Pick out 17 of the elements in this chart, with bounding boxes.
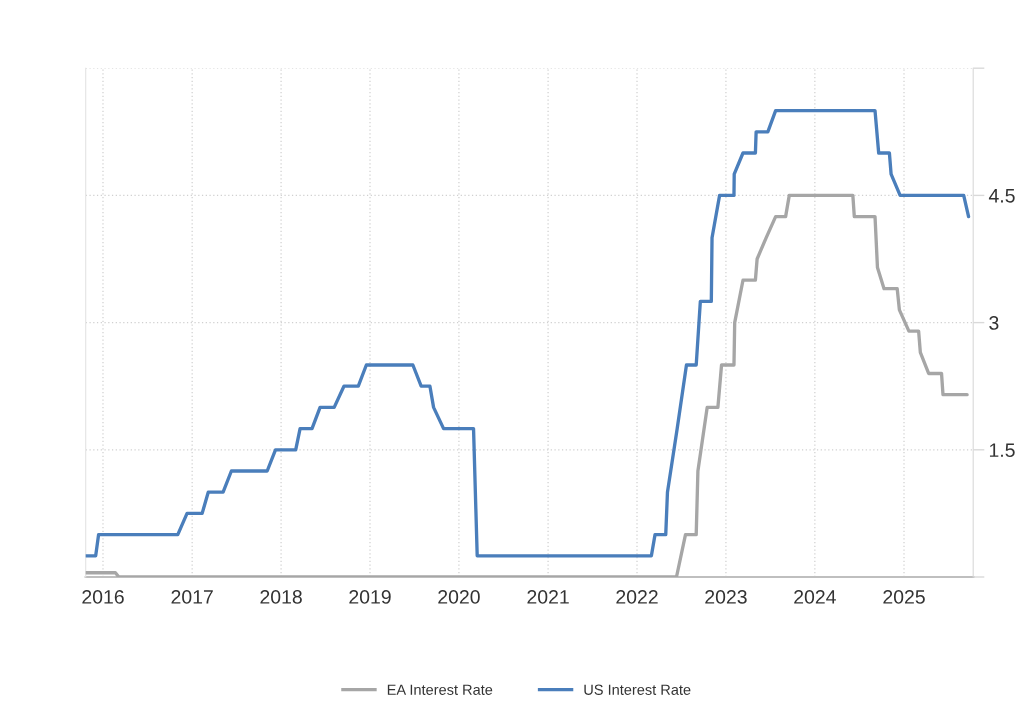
x-tick-label: 2019 [349, 590, 391, 604]
y-tick-label: 3 [989, 316, 999, 330]
line-series [85, 108, 971, 558]
x-tick-label: 2021 [527, 590, 569, 604]
x-tick-label: 2025 [883, 590, 925, 604]
legend-label: EA Interest Rate [387, 684, 493, 695]
y-tick-label: 1.5 [989, 443, 1015, 458]
x-tick-label: 2024 [794, 590, 836, 604]
x-tick-label: 2023 [705, 590, 747, 604]
x-tick-label: 2020 [438, 590, 480, 604]
line-series [85, 193, 969, 577]
y-tick-label: 4.5 [988, 189, 1015, 203]
legend-label: US Interest Rate [584, 684, 691, 695]
x-tick-label: 2018 [260, 590, 302, 604]
x-tick-label: 2022 [616, 590, 658, 604]
x-tick-label: 2017 [171, 590, 213, 604]
x-tick-label: 2016 [82, 590, 124, 604]
